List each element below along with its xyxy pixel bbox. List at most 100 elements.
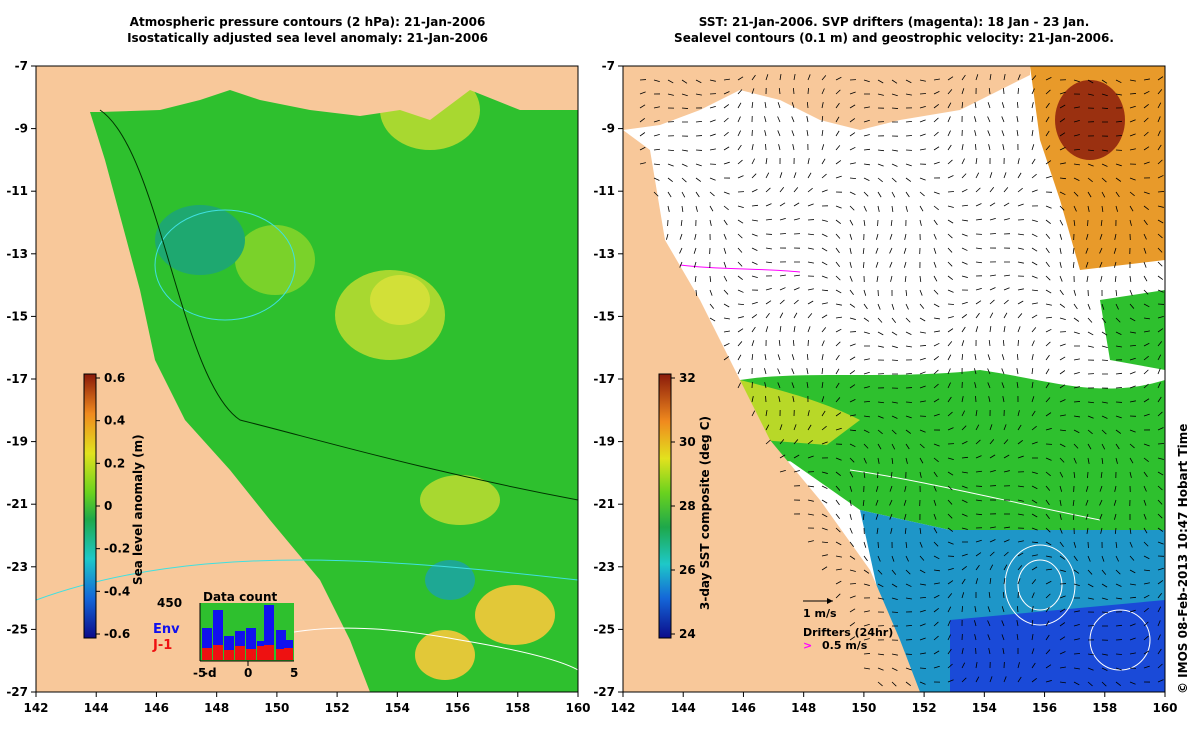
velocity-arrow — [751, 261, 758, 265]
velocity-arrow — [849, 370, 856, 375]
velocity-arrow — [806, 353, 809, 361]
data-count-title: Data count — [203, 590, 278, 604]
velocity-arrow — [975, 439, 981, 445]
velocity-arrow — [975, 187, 981, 193]
velocity-arrow — [1143, 161, 1150, 165]
velocity-arrow — [961, 233, 968, 237]
velocity-arrow — [1101, 149, 1108, 152]
velocity-arrow — [1143, 78, 1150, 81]
velocity-arrow — [793, 424, 797, 431]
velocity-arrow — [1101, 79, 1108, 84]
velocity-arrow — [1073, 429, 1080, 434]
velocity-arrow — [1087, 177, 1093, 183]
velocity-arrow — [1157, 289, 1164, 293]
velocity-arrow — [821, 471, 828, 474]
velocity-arrow — [961, 101, 964, 109]
velocity-arrow — [639, 162, 646, 165]
velocity-arrow — [961, 565, 967, 571]
velocity-arrow — [933, 117, 939, 123]
velocity-arrow — [709, 119, 716, 123]
velocity-arrow — [863, 541, 867, 548]
velocity-arrow — [905, 667, 912, 671]
velocity-arrow — [1031, 219, 1038, 222]
velocity-arrow — [1031, 677, 1037, 683]
velocity-arrow — [1101, 401, 1108, 404]
velocity-arrow — [863, 331, 870, 335]
velocity-arrow — [849, 622, 856, 627]
velocity-arrow — [849, 289, 854, 296]
velocity-arrow — [1059, 356, 1066, 361]
velocity-arrow — [737, 233, 743, 239]
velocity-arrow — [1157, 606, 1162, 613]
velocity-arrow — [863, 148, 871, 151]
velocity-arrow — [1045, 606, 1050, 613]
velocity-arrow — [1045, 205, 1052, 209]
velocity-arrow — [821, 261, 828, 266]
velocity-arrow — [987, 634, 991, 641]
velocity-arrow — [1003, 202, 1010, 207]
velocity-arrow — [947, 396, 952, 403]
velocity-arrow — [974, 116, 977, 123]
velocity-arrow — [723, 91, 730, 95]
velocity-arrow — [919, 148, 926, 151]
velocity-arrow — [989, 287, 996, 291]
velocity-arrow — [933, 582, 940, 585]
velocity-arrow — [751, 74, 756, 81]
velocity-arrow — [1115, 205, 1118, 212]
velocity-arrow — [933, 233, 937, 240]
velocity-arrow — [905, 372, 913, 375]
velocity-arrow — [1143, 303, 1150, 308]
velocity-arrow — [1045, 275, 1051, 281]
velocity-arrow — [891, 429, 897, 435]
velocity-arrow — [1045, 382, 1050, 389]
velocity-arrow — [975, 410, 978, 417]
velocity-arrow — [1101, 415, 1108, 419]
velocity-arrow — [737, 316, 744, 319]
velocity-arrow — [1001, 102, 1005, 109]
velocity-arrow — [1059, 91, 1066, 95]
velocity-arrow — [849, 527, 853, 534]
velocity-arrow — [1073, 317, 1080, 322]
velocity-scale-arrow — [803, 598, 833, 604]
velocity-arrow — [667, 163, 674, 167]
velocity-arrow — [975, 499, 982, 502]
velocity-arrow — [1115, 583, 1122, 587]
velocity-arrow — [1085, 499, 1089, 506]
velocity-arrow — [1001, 634, 1005, 641]
velocity-arrow — [793, 172, 797, 179]
velocity-arrow — [681, 79, 688, 84]
right-colorbar-tick-label: 28 — [679, 499, 696, 513]
velocity-arrow — [1086, 275, 1089, 282]
velocity-arrow — [791, 130, 795, 137]
right-land-australia — [623, 130, 920, 692]
velocity-arrow — [877, 317, 883, 323]
velocity-arrow — [1016, 634, 1019, 641]
velocity-arrow — [807, 187, 813, 193]
velocity-arrow — [653, 79, 660, 83]
velocity-arrow — [877, 345, 884, 348]
velocity-arrow — [1073, 119, 1080, 123]
right-colorbar — [658, 373, 672, 639]
velocity-arrow — [1114, 513, 1117, 520]
velocity-arrow — [793, 312, 798, 319]
velocity-arrow — [1143, 485, 1147, 492]
velocity-arrow — [1086, 527, 1089, 534]
velocity-arrow — [1059, 303, 1066, 308]
velocity-arrow — [919, 623, 926, 627]
velocity-arrow — [1101, 583, 1108, 588]
velocity-arrow — [807, 499, 814, 502]
velocity-arrow — [793, 74, 796, 81]
velocity-arrow — [1031, 354, 1034, 361]
velocity-arrow — [891, 107, 899, 109]
velocity-arrow — [947, 382, 951, 389]
velocity-arrow — [1143, 131, 1149, 137]
velocity-arrow — [974, 130, 977, 137]
velocity-arrow — [793, 470, 800, 473]
velocity-arrow — [919, 652, 926, 655]
velocity-arrow — [653, 191, 659, 197]
velocity-arrow — [1143, 355, 1149, 361]
velocity-arrow — [1031, 340, 1035, 347]
velocity-arrow — [849, 499, 852, 506]
left-x-tick-label: 150 — [264, 701, 289, 715]
velocity-arrow — [779, 202, 786, 207]
